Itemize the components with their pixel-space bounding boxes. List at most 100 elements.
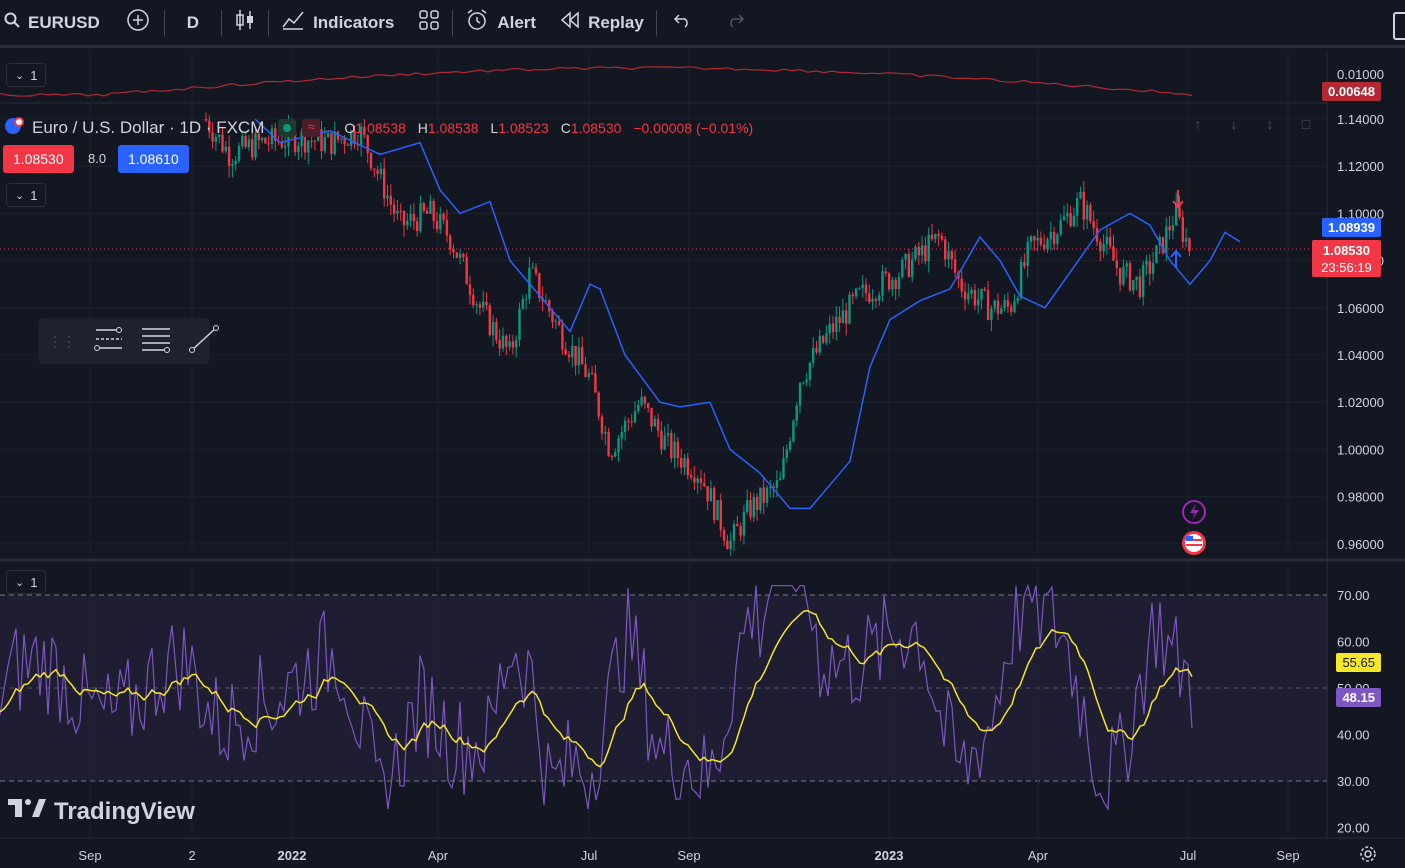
indicators-button[interactable]: Indicators bbox=[269, 0, 406, 45]
candle-body bbox=[241, 135, 244, 146]
candle-body bbox=[765, 487, 769, 503]
candle-body bbox=[963, 291, 967, 300]
candle-body bbox=[977, 299, 980, 306]
us-flag-event-icon[interactable] bbox=[1182, 531, 1206, 555]
buy-button[interactable]: 1.08610 bbox=[118, 145, 189, 173]
candle-body bbox=[673, 441, 676, 459]
candle-body bbox=[742, 511, 746, 536]
candle-body bbox=[871, 298, 874, 302]
candle-body bbox=[716, 500, 719, 521]
rsi-pane-toggle[interactable]: ⌄ 1 bbox=[6, 570, 47, 594]
candle-body bbox=[587, 373, 590, 377]
candle-body bbox=[274, 128, 277, 141]
candle-body bbox=[825, 333, 828, 343]
separator bbox=[163, 9, 165, 36]
candle-body bbox=[1168, 226, 1171, 231]
candle-body bbox=[584, 364, 587, 377]
candle-body bbox=[214, 136, 218, 142]
candle-body bbox=[300, 131, 303, 147]
candle-body bbox=[854, 288, 858, 297]
moving-average-line bbox=[254, 118, 1241, 510]
parallel-lines-icon[interactable] bbox=[140, 325, 172, 358]
settings-icon[interactable] bbox=[1359, 845, 1377, 868]
candle-body bbox=[752, 496, 755, 518]
candle-body bbox=[1006, 300, 1010, 307]
price-tick-label: 1.02000 bbox=[1337, 395, 1384, 410]
price-tick-label: 0.96000 bbox=[1337, 537, 1384, 552]
candle-body bbox=[897, 277, 901, 289]
candle-body bbox=[581, 347, 584, 365]
separator bbox=[452, 9, 454, 36]
trend-line-icon[interactable] bbox=[188, 324, 220, 358]
maximize-icon[interactable]: □ bbox=[1301, 116, 1311, 132]
candle-body bbox=[775, 480, 779, 489]
candle-body bbox=[1115, 260, 1118, 268]
candle-body bbox=[475, 304, 478, 306]
close-label: C bbox=[560, 119, 571, 136]
candle-body bbox=[386, 195, 389, 199]
candle-body bbox=[257, 133, 260, 141]
drag-handle-icon[interactable]: ⋮⋮ bbox=[48, 332, 76, 349]
interval-button[interactable]: D bbox=[165, 0, 221, 45]
rsi-ma-line bbox=[0, 609, 1193, 768]
candle-body bbox=[376, 170, 379, 175]
alert-button[interactable]: Alert bbox=[453, 0, 548, 45]
ohlc-values: O1.08538 H1.08538 L1.08523 C1.08530 −0.0… bbox=[344, 120, 761, 136]
main-pane-toggle[interactable]: ⌄ 1 bbox=[6, 183, 47, 207]
separator bbox=[655, 9, 657, 36]
candle-body bbox=[1171, 225, 1175, 231]
candle-body bbox=[927, 234, 930, 262]
candle-body bbox=[227, 146, 231, 166]
price-tick-label: 1.10000 bbox=[1337, 206, 1384, 221]
candle-body bbox=[336, 131, 340, 140]
fib-retracement-icon[interactable] bbox=[92, 325, 124, 358]
rsi-value-badge: 48.15 bbox=[1336, 688, 1381, 707]
candle-body bbox=[647, 403, 650, 408]
candle-body bbox=[894, 279, 897, 289]
candle-body bbox=[1122, 266, 1125, 285]
event-lightning-icon[interactable] bbox=[1182, 500, 1206, 524]
candle-body bbox=[726, 540, 729, 550]
indicators-label: Indicators bbox=[313, 12, 395, 32]
candle-body bbox=[1003, 300, 1006, 309]
sell-button[interactable]: 1.08530 bbox=[3, 145, 74, 173]
candle-body bbox=[815, 348, 818, 353]
layout-button[interactable] bbox=[406, 0, 452, 45]
candle-body bbox=[1000, 308, 1003, 314]
low-value: 1.08523 bbox=[498, 119, 549, 136]
undo-button[interactable] bbox=[657, 0, 709, 45]
rsi-tick-label: 40.00 bbox=[1337, 728, 1370, 743]
candle-body bbox=[1029, 236, 1033, 242]
candle-body bbox=[953, 259, 957, 273]
move-down-icon[interactable]: ↓ bbox=[1230, 116, 1238, 132]
symbol-search[interactable]: EURUSD bbox=[0, 0, 112, 45]
candle-body bbox=[930, 234, 934, 240]
compare-button[interactable] bbox=[112, 0, 164, 45]
collapse-icon[interactable]: ↕ bbox=[1266, 116, 1274, 132]
candle-body bbox=[907, 254, 911, 277]
pane-controls: ↑ ↓ ↕ □ bbox=[1185, 116, 1319, 136]
candle-body bbox=[445, 220, 449, 236]
candle-body bbox=[1072, 215, 1076, 227]
top-pane-toggle[interactable]: ⌄ 1 bbox=[6, 63, 47, 87]
candle-body bbox=[640, 396, 643, 405]
candle-body bbox=[808, 362, 812, 380]
redo-button[interactable] bbox=[709, 0, 761, 45]
candle-body bbox=[373, 168, 376, 171]
chart-type-button[interactable] bbox=[222, 0, 268, 45]
time-tick-label: Sep bbox=[1276, 848, 1299, 863]
candle-body bbox=[729, 540, 732, 550]
candle-body bbox=[805, 379, 808, 383]
candle-body bbox=[858, 288, 861, 290]
replay-label: Replay bbox=[588, 12, 644, 32]
move-up-icon[interactable]: ↑ bbox=[1194, 116, 1202, 132]
candle-body bbox=[680, 458, 683, 468]
candle-body bbox=[1039, 237, 1043, 245]
fullscreen-icon[interactable] bbox=[1393, 12, 1405, 40]
candle-body bbox=[940, 235, 944, 240]
candle-body bbox=[650, 407, 653, 427]
replay-button[interactable]: Replay bbox=[548, 0, 656, 45]
candle-body bbox=[643, 396, 647, 404]
candle-body bbox=[369, 152, 373, 169]
